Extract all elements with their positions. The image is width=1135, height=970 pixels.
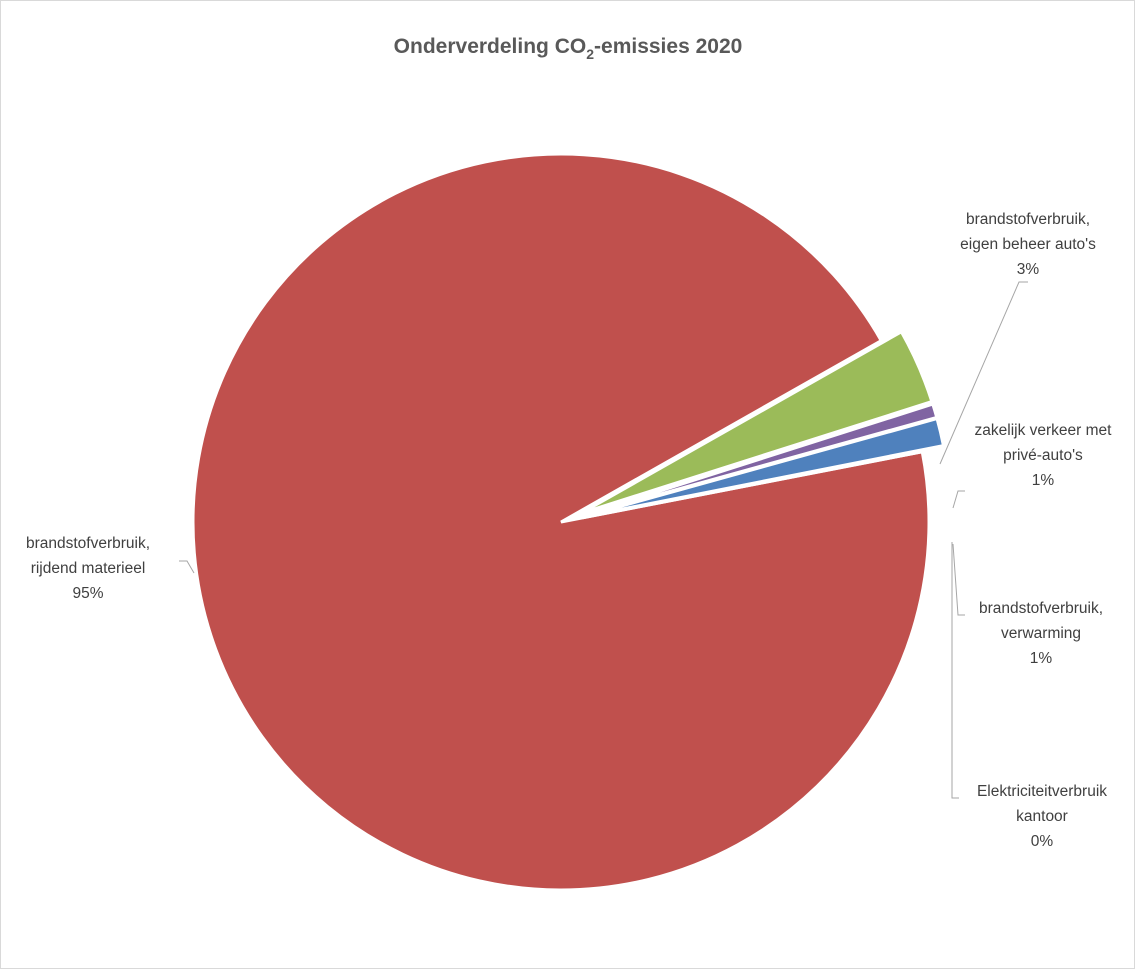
data-label-percent: 3% [1017, 261, 1040, 278]
leader-line-3 [952, 490, 965, 509]
data-label-category: verwarming [1001, 625, 1081, 642]
data-labels: brandstofverbruik, rijdend materieel 95%br… [26, 211, 1112, 850]
chart-title-rest: -emissies 2020 [594, 35, 742, 58]
leader-line-1 [179, 560, 195, 574]
data-label-5: Elektriciteitverbruik kantoor 0% [977, 783, 1107, 850]
data-label-category: Elektriciteitverbruik [977, 783, 1107, 800]
data-label-category: zakelijk verkeer met [975, 422, 1113, 439]
data-label-percent: 1% [1032, 472, 1055, 489]
data-label-2: brandstofverbruik, eigen beheer auto's 3% [960, 211, 1096, 278]
leader-line-2 [939, 281, 1028, 465]
data-label-category: brandstofverbruik, [966, 211, 1090, 228]
data-label-4: brandstofverbruik, verwarming 1% [979, 600, 1103, 667]
chart-title: Onderverdeling CO2-emissies 2020 [394, 35, 743, 62]
pie-slice-2 [580, 329, 934, 515]
data-label-3: zakelijk verkeer met privé-auto's 1% [975, 422, 1113, 489]
data-label-category: brandstofverbruik, [979, 600, 1103, 617]
data-label-percent: 0% [1031, 833, 1054, 850]
chart-title-subscript: 2 [586, 46, 594, 62]
data-label-category: brandstofverbruik, [26, 535, 150, 552]
leader-lines [179, 281, 1028, 799]
chart-title-main: Onderverdeling CO [394, 35, 587, 58]
data-label-percent: 1% [1030, 650, 1053, 667]
data-label-category: eigen beheer auto's [960, 236, 1096, 253]
data-label-1: brandstofverbruik, rijdend materieel 95% [26, 535, 150, 602]
pie-slice-5 [582, 444, 946, 520]
data-label-category: kantoor [1016, 808, 1068, 825]
data-label-category: privé-auto's [1003, 447, 1083, 464]
pie-slices [191, 152, 946, 892]
data-label-percent: 95% [72, 585, 103, 602]
leader-line-4 [952, 543, 965, 616]
data-label-category: rijdend materieel [31, 560, 146, 577]
leader-line-5 [951, 542, 959, 799]
pie-slice-1 [191, 152, 931, 892]
